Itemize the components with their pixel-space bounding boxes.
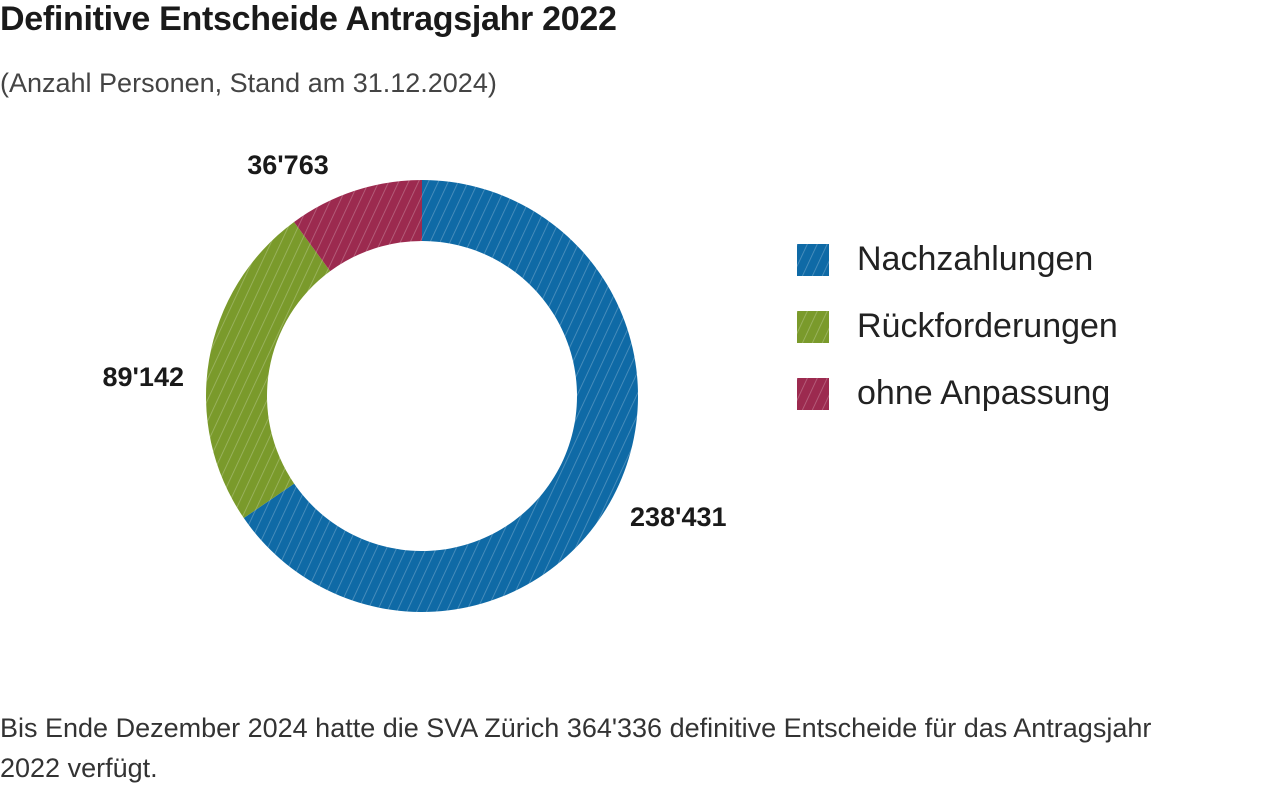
legend-swatch-ohne-anpassung: [797, 377, 829, 410]
legend-swatch-nachzahlungen: [797, 243, 829, 276]
slice-rueckforderungen: [206, 221, 331, 519]
legend-item-ohne-anpassung: ohne Anpassung: [797, 360, 1118, 427]
legend-label-rueckforderungen: Rückforderungen: [857, 307, 1118, 345]
legend: Nachzahlungen Rückforderungen ohne Anpas…: [797, 226, 1118, 427]
chart-subtitle: (Anzahl Personen, Stand am 31.12.2024): [0, 68, 497, 98]
chart-title: Definitive Entscheide Antragsjahr 2022: [0, 0, 617, 38]
donut-chart: 238'431 89'142 36'763: [102, 150, 727, 612]
legend-item-nachzahlungen: Nachzahlungen: [797, 226, 1118, 293]
legend-label-nachzahlungen: Nachzahlungen: [857, 240, 1094, 278]
footnote: Bis Ende Dezember 2024 hatte die SVA Zür…: [0, 713, 1152, 783]
legend-label-ohne-anpassung: ohne Anpassung: [857, 374, 1111, 412]
data-label-rueckforderungen: 89'142: [102, 362, 184, 392]
slice-nachzahlungen: [243, 180, 638, 612]
legend-item-rueckforderungen: Rückforderungen: [797, 293, 1118, 360]
data-label-ohne-anpassung: 36'763: [247, 150, 329, 180]
slice-ohne-anpassung: [294, 180, 422, 272]
legend-swatch-rueckforderungen: [797, 310, 829, 343]
data-label-nachzahlungen: 238'431: [630, 502, 727, 532]
